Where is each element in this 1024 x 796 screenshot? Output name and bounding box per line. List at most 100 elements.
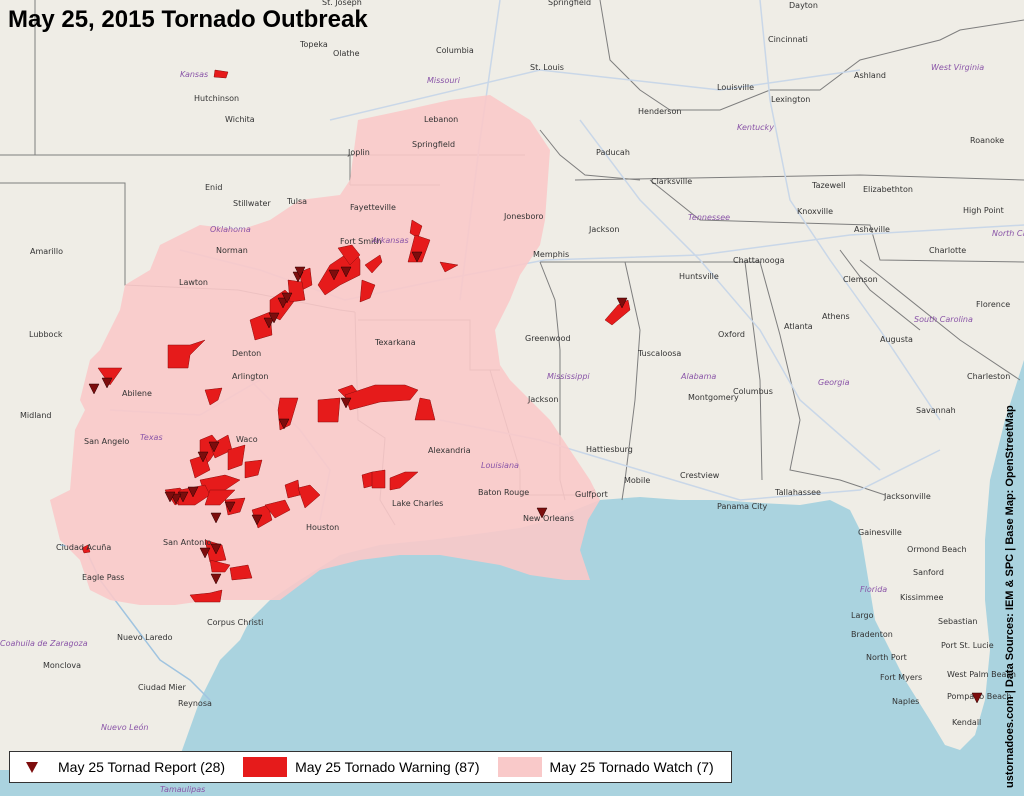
city-label: Wichita <box>225 115 255 124</box>
city-label: Lebanon <box>424 115 458 124</box>
state-label: Texas <box>140 433 163 442</box>
tornado-report-icon <box>224 501 236 513</box>
city-label: Gainesville <box>858 528 902 537</box>
city-label: Springfield <box>548 0 591 7</box>
data-source-credit: ustornadoes.com | Data Sources: IEM & SP… <box>1004 405 1016 788</box>
city-label: Joplin <box>347 148 370 157</box>
city-label: Monclova <box>43 661 81 670</box>
city-label: Florence <box>976 300 1010 309</box>
city-label: Jackson <box>527 395 558 404</box>
tornado-reports <box>88 251 983 704</box>
city-label: Largo <box>851 611 874 620</box>
city-label: High Point <box>963 206 1004 215</box>
city-label: Sanford <box>913 568 944 577</box>
city-label: Alexandria <box>428 446 471 455</box>
city-label: Midland <box>20 411 51 420</box>
city-label: Chattanooga <box>733 256 785 265</box>
tornado-report-icon <box>278 418 290 430</box>
city-label: Olathe <box>333 49 360 58</box>
city-label: Sebastian <box>938 617 977 626</box>
city-label: St. Louis <box>530 63 564 72</box>
state-label: Arkansas <box>371 236 409 245</box>
tornado-report-icon <box>26 761 38 773</box>
tornado-report-icon <box>88 383 100 395</box>
city-label: Jonesboro <box>503 212 544 221</box>
tornado-report-icon <box>210 512 222 524</box>
city-label: Ormond Beach <box>907 545 967 554</box>
city-label: Elizabethton <box>863 185 913 194</box>
map-legend: May 25 Tornad Report (28) May 25 Tornado… <box>9 751 732 783</box>
city-label: Waco <box>236 435 258 444</box>
city-label: Knoxville <box>797 207 833 216</box>
tornado-watch-area <box>50 95 600 605</box>
city-label: Panama City <box>717 502 768 511</box>
city-label: Amarillo <box>30 247 63 256</box>
city-label: Fort Myers <box>880 673 922 682</box>
state-label: Tennessee <box>688 213 730 222</box>
legend-item-report: May 25 Tornad Report (28) <box>10 759 225 775</box>
city-label: Oxford <box>718 330 745 339</box>
tornado-report-icon <box>340 266 352 278</box>
city-label: Greenwood <box>525 334 571 343</box>
city-label: Mobile <box>624 476 650 485</box>
city-label: Atlanta <box>784 322 813 331</box>
legend-warning-label: May 25 Tornado Warning (87) <box>295 759 480 775</box>
city-label: Ciudad Acuña <box>56 543 111 552</box>
city-label: Lake Charles <box>392 499 443 508</box>
city-label: Charleston <box>967 372 1010 381</box>
state-labels: Kansas Missouri West Virginia Kentucky Tenne… <box>0 63 1024 794</box>
city-label: Roanoke <box>970 136 1004 145</box>
tornado-report-icon <box>101 377 113 389</box>
tornado-report-icon <box>268 312 280 324</box>
city-label: Paducah <box>596 148 630 157</box>
city-label: Columbus <box>733 387 773 396</box>
state-label: Oklahoma <box>210 225 251 234</box>
state-label: Florida <box>860 585 887 594</box>
tornado-watch-swatch <box>497 757 542 777</box>
state-label: Missouri <box>427 76 461 85</box>
city-label: Port St. Lucie <box>941 641 994 650</box>
city-label: San Antonio <box>163 538 211 547</box>
legend-watch-label: May 25 Tornado Watch (7) <box>549 759 714 775</box>
city-label: Corpus Christi <box>207 618 263 627</box>
city-label: Lexington <box>771 95 810 104</box>
tornado-report-icon <box>208 441 220 453</box>
city-label: Augusta <box>880 335 913 344</box>
tornado-report-icon <box>971 692 983 704</box>
city-label: Naples <box>892 697 919 706</box>
city-label: Jackson <box>588 225 619 234</box>
tornado-report-icon <box>340 397 352 409</box>
state-label: Tamaulipas <box>160 785 205 794</box>
city-label: Eagle Pass <box>82 573 124 582</box>
city-label: Tallahassee <box>774 488 821 497</box>
tornado-report-icon <box>210 543 222 555</box>
tornado-report-icon <box>199 547 211 559</box>
city-label: Huntsville <box>679 272 719 281</box>
tornado-report-icon <box>251 514 263 526</box>
legend-item-watch: May 25 Tornado Watch (7) <box>480 757 714 777</box>
map-title: May 25, 2015 Tornado Outbreak <box>8 6 368 33</box>
city-label: Topeka <box>299 40 328 49</box>
city-label: Charlotte <box>929 246 966 255</box>
tornado-report-icon <box>536 507 548 519</box>
city-label: Kissimmee <box>900 593 944 602</box>
tornado-report-icon <box>294 266 306 278</box>
state-label: Mississippi <box>547 372 590 381</box>
city-label: Clemson <box>843 275 878 284</box>
city-label: Memphis <box>533 250 569 259</box>
tornado-report-icon <box>411 251 423 263</box>
state-label: Louisiana <box>481 461 519 470</box>
legend-item-warning: May 25 Tornado Warning (87) <box>225 757 480 777</box>
tornado-report-icon <box>164 491 176 503</box>
state-label: Georgia <box>818 378 850 387</box>
city-label: Savannah <box>916 406 956 415</box>
city-label: Abilene <box>122 389 152 398</box>
state-label: Kentucky <box>737 123 774 132</box>
city-label: North Port <box>866 653 907 662</box>
city-label: Lubbock <box>29 330 63 339</box>
state-label: Coahuila de Zaragoza <box>0 639 88 648</box>
city-label: Baton Rouge <box>478 488 529 497</box>
tornado-report-icon <box>263 317 275 329</box>
